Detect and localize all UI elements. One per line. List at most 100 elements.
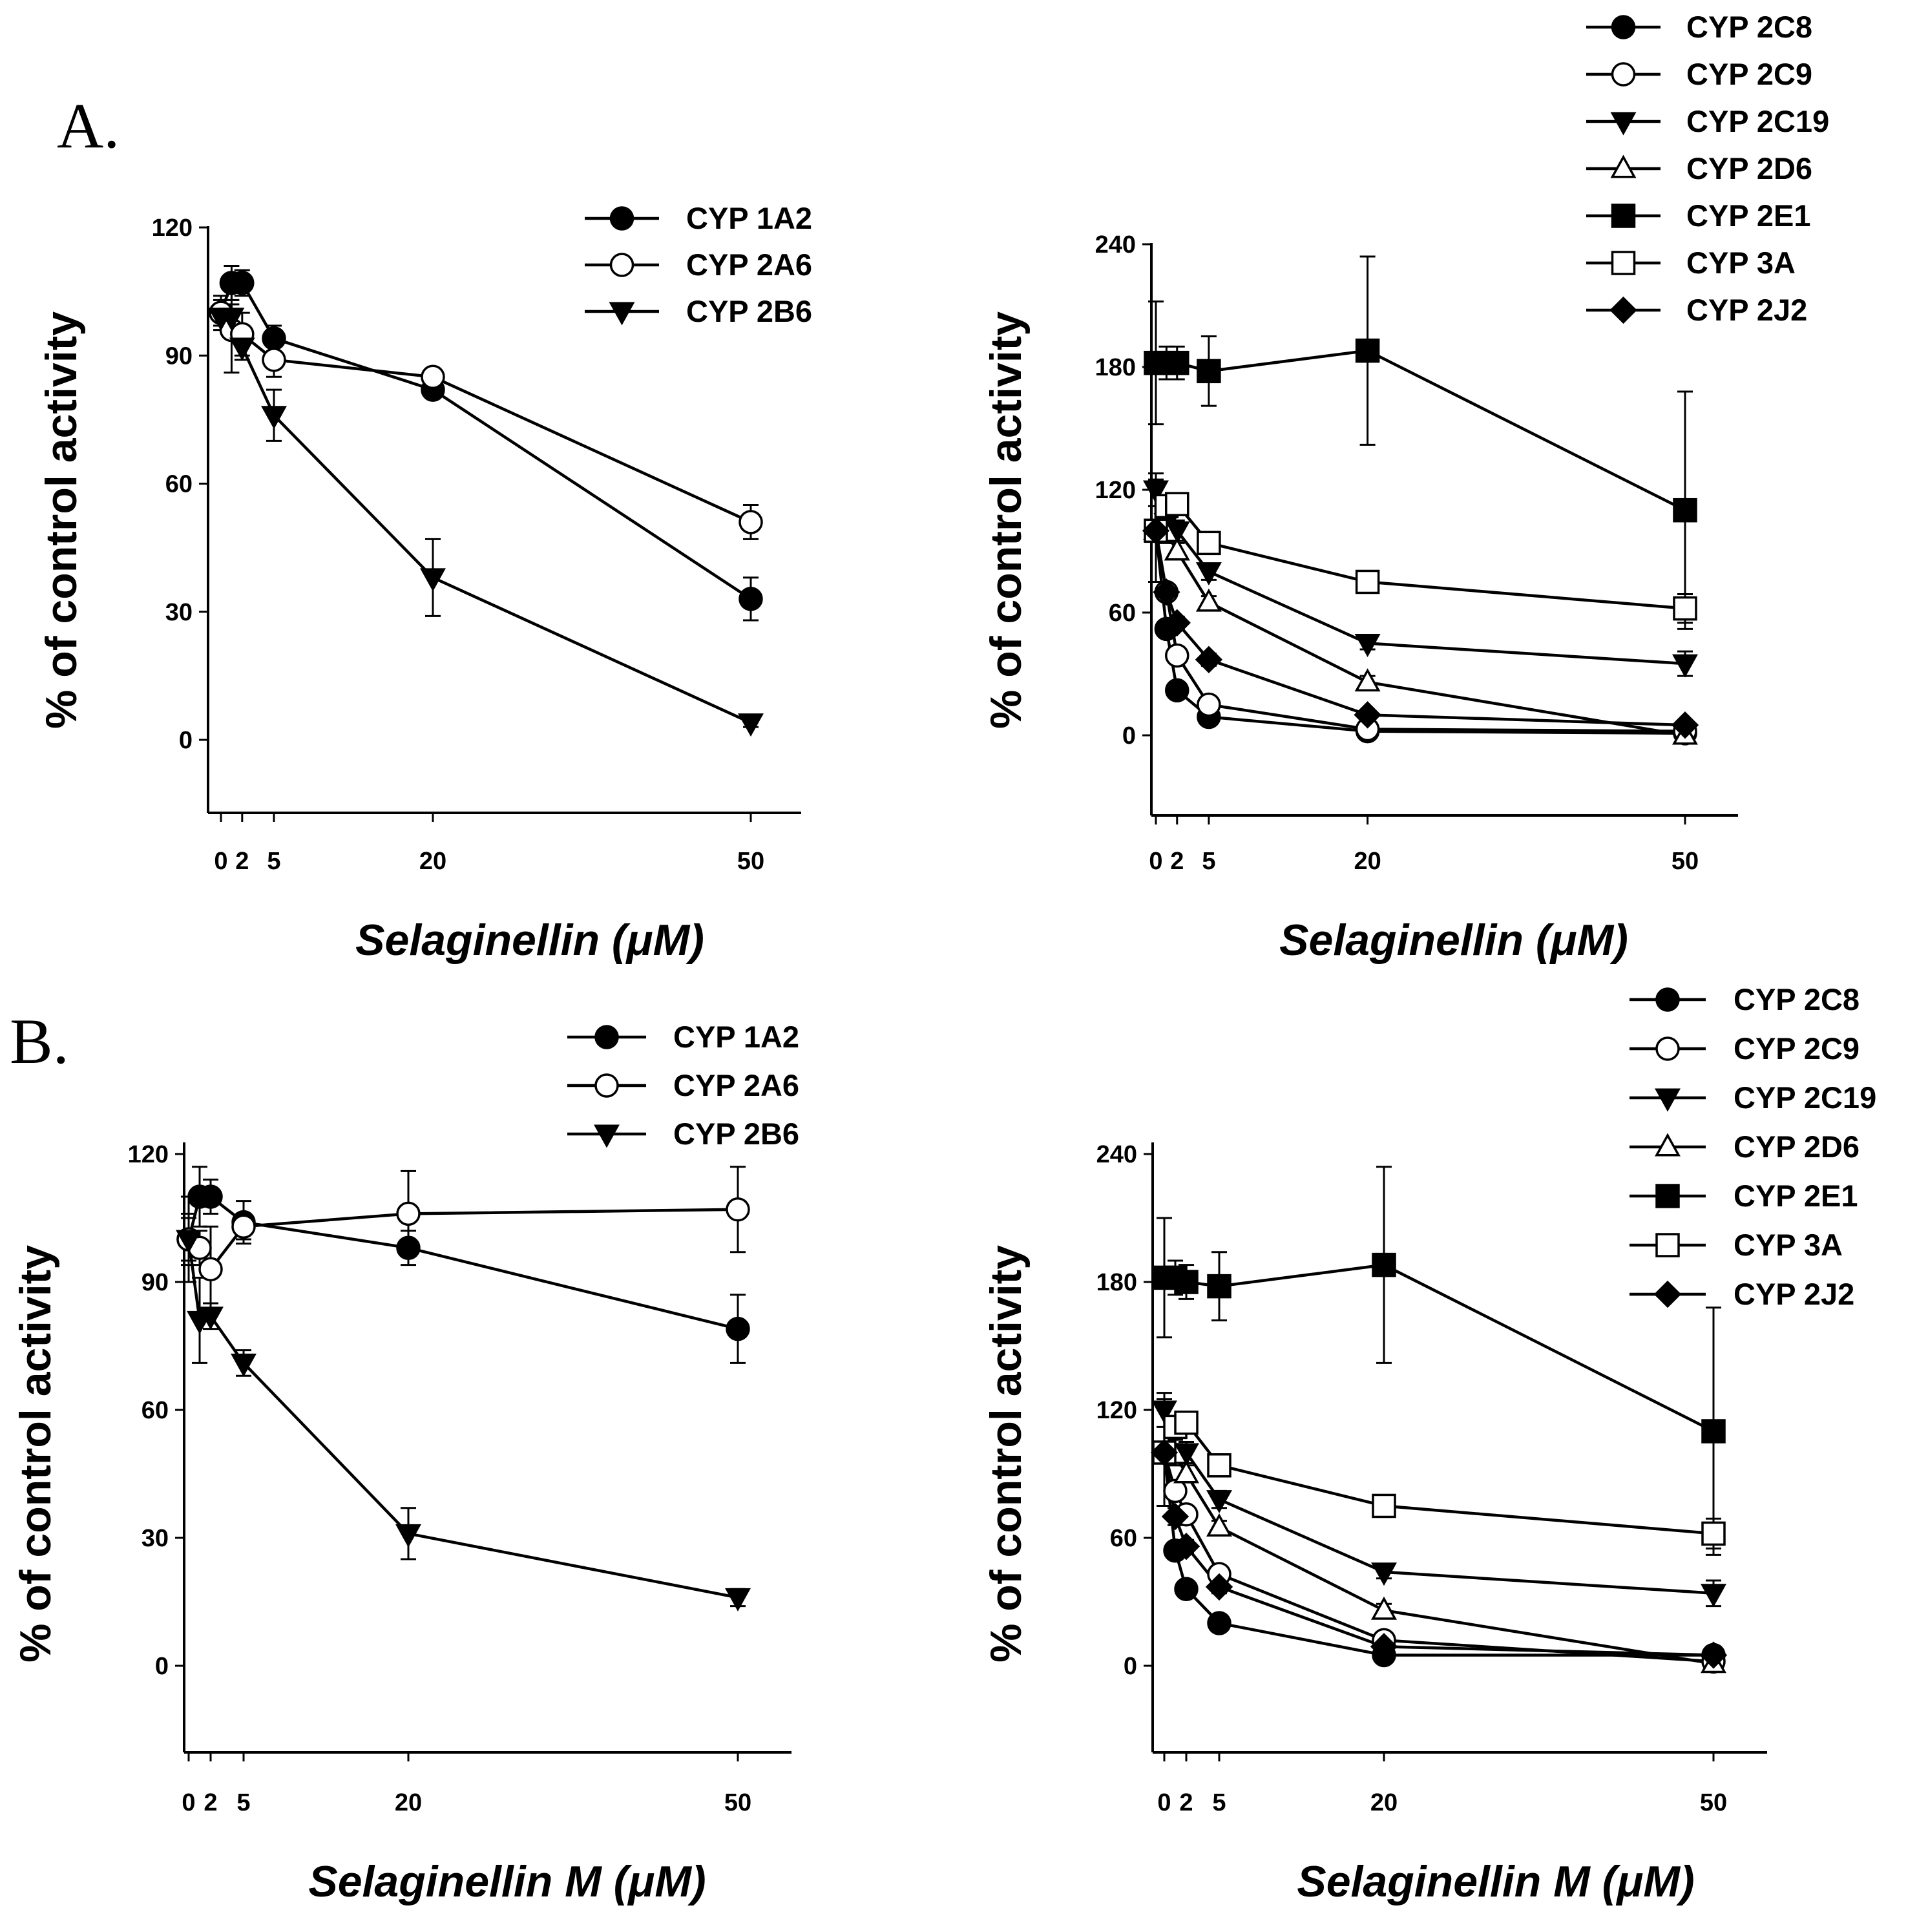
x-tick-label: 0 (214, 848, 227, 875)
data-point-cyp-2b6 (738, 713, 764, 737)
data-point-cyp-2c19 (1701, 1584, 1726, 1608)
legend-marker-cyp-2b6 (609, 302, 635, 326)
data-point-cyp-2d6 (1371, 1596, 1397, 1620)
data-point-cyp-2a6 (198, 1257, 223, 1281)
y-tick-label: 90 (165, 342, 193, 370)
series-line-cyp-2c9 (1154, 530, 1686, 733)
legend-marker-cyp-2c8 (1655, 987, 1680, 1012)
data-point-cyp-2b6 (261, 406, 287, 430)
data-point-cyp-3a (1372, 1493, 1396, 1518)
y-axis-title: % of control activity (981, 311, 1031, 729)
x-axis-title: Selaginellin (μM) (355, 916, 704, 965)
legend-label: CYP 2B6 (686, 294, 812, 328)
data-point-cyp-2b6 (725, 1588, 751, 1612)
data-point-cyp-2j2 (1142, 517, 1170, 545)
x-tick-label: 0 (182, 1789, 195, 1816)
data-point-cyp-2c19 (1371, 1562, 1397, 1586)
legend-label: CYP 2C8 (1734, 982, 1860, 1016)
legend-marker-cyp-2c19 (1655, 1088, 1681, 1112)
legend-marker-cyp-2a6 (609, 253, 634, 277)
x-axis-title: Selaginellin M (μM) (308, 1857, 706, 1906)
legend-marker-cyp-2c19 (1610, 112, 1637, 136)
data-point-cyp-2a6 (739, 510, 763, 534)
x-tick-label: 20 (1370, 1789, 1398, 1816)
legend-label: CYP 2E1 (1686, 198, 1810, 233)
legend-label: CYP 1A2 (673, 1020, 799, 1054)
data-point-cyp-2b6 (176, 1230, 202, 1254)
y-axis-title: % of control activity (37, 311, 86, 729)
legend-label: CYP 2C9 (1734, 1031, 1860, 1066)
data-point-cyp-2d6 (1206, 1513, 1232, 1537)
data-point-cyp-2b6 (231, 1353, 257, 1377)
data-point-cyp-2e1 (1673, 498, 1697, 523)
y-tick-label: 240 (1095, 231, 1136, 258)
x-tick-label: 2 (235, 848, 249, 875)
x-tick-label: 5 (267, 848, 280, 875)
series-line-cyp-2b6 (187, 1239, 739, 1599)
legend: CYP 2C8 CYP 2C9 CYP 2C19 CYP 2D6 CYP 2E1 CYP … (1629, 982, 1876, 1311)
data-point-cyp-2c9 (1197, 692, 1221, 717)
legend-label: CYP 2E1 (1734, 1179, 1858, 1213)
legend-marker-cyp-2e1 (1611, 204, 1636, 228)
data-point-cyp-2c8 (1174, 1577, 1199, 1601)
data-point-cyp-2d6 (1195, 588, 1222, 612)
y-tick-label: 60 (165, 471, 193, 498)
data-point-cyp-2a6 (726, 1197, 750, 1222)
data-point-cyp-3a (1174, 1411, 1199, 1435)
x-tick-label: 0 (1157, 1789, 1171, 1816)
panel-label-a: A. (57, 90, 120, 162)
data-point-cyp-2e1 (1355, 338, 1380, 363)
data-point-cyp-2c19 (1151, 1400, 1177, 1424)
legend-marker-cyp-2b6 (594, 1124, 620, 1148)
y-tick-label: 60 (141, 1397, 169, 1424)
data-point-cyp-1a2 (396, 1235, 421, 1260)
x-tick-label: 2 (1170, 848, 1184, 875)
y-tick-label: 60 (1110, 1525, 1137, 1552)
series-line-cyp-2d6 (1155, 529, 1686, 737)
y-tick-label: 120 (1096, 1397, 1137, 1424)
data-point-cyp-1a2 (739, 587, 763, 611)
data-point-cyp-2b6 (395, 1524, 421, 1548)
x-tick-label: 50 (1671, 848, 1699, 875)
y-tick-label: 0 (1124, 1653, 1137, 1680)
data-point-cyp-2j2 (1163, 609, 1191, 637)
data-point-cyp-2a6 (396, 1201, 421, 1226)
data-point-cyp-2b6 (229, 337, 255, 361)
series-line-cyp-2c9 (1162, 1452, 1714, 1663)
data-point-cyp-2c19 (1206, 1490, 1232, 1514)
legend-marker-cyp-2d6 (1655, 1133, 1681, 1157)
data-point-cyp-2j2 (1161, 1502, 1189, 1531)
legend: CYP 2C8 CYP 2C9 CYP 2C19 CYP 2D6 CYP 2E1 CYP … (1586, 10, 1829, 327)
data-point-cyp-3a (1673, 596, 1697, 621)
series-line-cyp-2b6 (221, 315, 751, 724)
x-tick-label: 5 (236, 1789, 250, 1816)
legend-marker-cyp-2j2 (1653, 1280, 1682, 1308)
data-point-cyp-2c19 (1672, 654, 1698, 678)
data-point-cyp-2c19 (1195, 562, 1222, 586)
series-line-cyp-2c8 (1154, 530, 1686, 735)
legend-label: CYP 2C9 (1686, 57, 1812, 91)
data-point-cyp-2d6 (1173, 1460, 1199, 1484)
y-tick-label: 0 (179, 727, 193, 754)
legend-marker-cyp-1a2 (609, 206, 634, 231)
x-tick-label: 5 (1212, 1789, 1226, 1816)
data-point-cyp-2j2 (1153, 578, 1180, 606)
data-point-cyp-1a2 (726, 1316, 750, 1341)
data-point-cyp-1a2 (230, 271, 255, 295)
data-point-cyp-2j2 (1172, 1533, 1200, 1560)
legend-marker-cyp-2j2 (1609, 296, 1637, 324)
series-line-cyp-1a2 (187, 1195, 739, 1330)
x-tick-label: 20 (1354, 848, 1381, 875)
x-tick-label: 0 (1149, 848, 1162, 875)
data-point-cyp-2c9 (1165, 643, 1189, 668)
series-line-cyp-3a (1154, 502, 1686, 610)
y-tick-label: 90 (141, 1269, 169, 1296)
x-tick-label: 20 (395, 1789, 422, 1816)
x-tick-label: 50 (737, 848, 764, 875)
data-point-cyp-2c8 (1165, 678, 1189, 703)
y-tick-label: 180 (1096, 1269, 1137, 1296)
